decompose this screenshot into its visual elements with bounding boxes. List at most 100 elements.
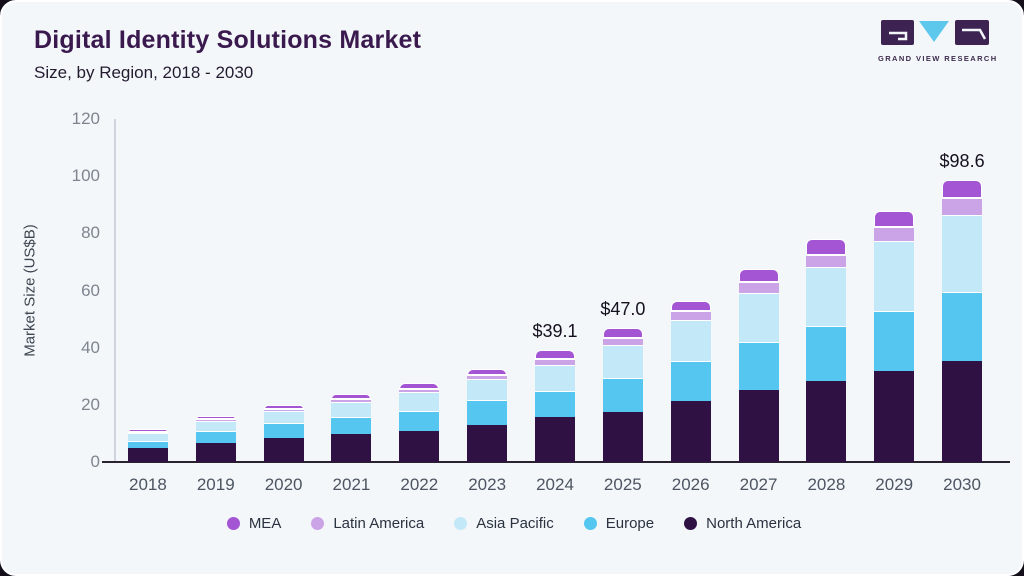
bar-2024[interactable] xyxy=(535,350,575,462)
bar-segment-mea-2019[interactable] xyxy=(195,416,236,420)
bar-segment-north-america-2019[interactable] xyxy=(195,443,236,462)
bar-segment-latin-america-2018[interactable] xyxy=(127,431,168,434)
bar-segment-latin-america-2026[interactable] xyxy=(670,310,711,320)
y-tick-label-40: 40 xyxy=(81,337,100,357)
bar-segment-mea-2020[interactable] xyxy=(263,404,304,409)
bar-segment-asia-pacific-2018[interactable] xyxy=(127,433,168,441)
legend-swatch-asia-pacific xyxy=(454,517,468,530)
bar-segment-latin-america-2030[interactable] xyxy=(942,198,983,216)
bar-2018[interactable] xyxy=(127,429,168,462)
bar-segment-asia-pacific-2029[interactable] xyxy=(874,241,915,311)
bar-segment-latin-america-2020[interactable] xyxy=(263,408,304,412)
bar-segment-north-america-2018[interactable] xyxy=(127,447,168,462)
x-tick-label-2024: 2024 xyxy=(536,475,574,494)
bar-segment-mea-2024[interactable] xyxy=(535,350,575,360)
bar-2023[interactable] xyxy=(467,368,508,462)
bar-segment-north-america-2027[interactable] xyxy=(738,389,779,462)
x-tick-label-2019: 2019 xyxy=(196,475,235,494)
bar-segment-europe-2028[interactable] xyxy=(806,326,847,381)
bar-2026[interactable] xyxy=(670,300,711,462)
bar-segment-north-america-2029[interactable] xyxy=(874,371,915,462)
bar-segment-europe-2024[interactable] xyxy=(535,391,575,417)
bar-segment-europe-2025[interactable] xyxy=(602,378,643,412)
bar-segment-north-america-2020[interactable] xyxy=(263,438,304,462)
value-label-2024: $39.1 xyxy=(532,321,578,342)
bar-segment-latin-america-2022[interactable] xyxy=(399,388,440,392)
bar-segment-north-america-2026[interactable] xyxy=(670,400,711,462)
value-label-2025: $47.0 xyxy=(600,298,646,319)
bar-2027[interactable] xyxy=(738,268,779,462)
bar-segment-north-america-2030[interactable] xyxy=(942,361,983,462)
legend-label-latin-america: Latin America xyxy=(333,515,425,532)
bar-segment-asia-pacific-2023[interactable] xyxy=(467,379,508,400)
bar-2022[interactable] xyxy=(399,383,440,462)
gvr-logo-caption: GRAND VIEW RESEARCH xyxy=(878,54,998,63)
x-axis-line xyxy=(102,461,1010,463)
bar-segment-north-america-2022[interactable] xyxy=(399,430,440,462)
bar-segment-north-america-2025[interactable] xyxy=(602,411,643,462)
bar-segment-latin-america-2025[interactable] xyxy=(602,337,643,346)
x-tick-label-2018: 2018 xyxy=(129,475,167,494)
bar-segment-europe-2026[interactable] xyxy=(670,360,711,401)
bar-segment-asia-pacific-2025[interactable] xyxy=(602,345,643,379)
bar-segment-mea-2018[interactable] xyxy=(127,429,168,432)
bar-2030[interactable] xyxy=(942,180,983,462)
bar-segment-asia-pacific-2030[interactable] xyxy=(942,215,983,293)
page-subtitle: Size, by Region, 2018 - 2030 xyxy=(34,63,254,82)
y-tick-label-120: 120 xyxy=(71,109,100,128)
bar-segment-mea-2026[interactable] xyxy=(670,300,711,311)
bar-segment-latin-america-2027[interactable] xyxy=(738,281,779,294)
bar-2028[interactable] xyxy=(806,239,847,462)
bar-segment-europe-2023[interactable] xyxy=(467,399,508,425)
legend-swatch-mea xyxy=(226,517,240,530)
y-tick-label-0: 0 xyxy=(90,452,100,471)
bar-segment-north-america-2023[interactable] xyxy=(467,424,508,462)
bar-segment-asia-pacific-2020[interactable] xyxy=(263,411,304,424)
bar-segment-mea-2030[interactable] xyxy=(942,180,983,199)
gvr-logo: GRAND VIEW RESEARCH xyxy=(878,20,998,63)
bar-segment-europe-2021[interactable] xyxy=(331,417,372,435)
y-tick-label-80: 80 xyxy=(81,223,100,243)
bar-segment-europe-2030[interactable] xyxy=(942,292,983,362)
bar-segment-europe-2020[interactable] xyxy=(263,423,304,439)
bar-segment-north-america-2028[interactable] xyxy=(806,380,847,462)
bar-segment-mea-2027[interactable] xyxy=(738,268,779,282)
bar-segment-asia-pacific-2022[interactable] xyxy=(399,391,440,411)
bar-segment-europe-2022[interactable] xyxy=(399,410,440,431)
bar-segment-asia-pacific-2028[interactable] xyxy=(806,267,847,327)
bar-segment-latin-america-2023[interactable] xyxy=(467,374,508,380)
bar-segment-europe-2018[interactable] xyxy=(127,440,168,448)
bar-2019[interactable] xyxy=(195,416,236,462)
bar-segment-europe-2029[interactable] xyxy=(874,310,915,372)
bar-segment-asia-pacific-2021[interactable] xyxy=(331,401,372,418)
bar-2029[interactable] xyxy=(874,210,915,462)
x-tick-label-2020: 2020 xyxy=(264,475,303,494)
bar-segment-latin-america-2024[interactable] xyxy=(535,359,575,365)
bar-segment-latin-america-2021[interactable] xyxy=(331,398,372,402)
bar-segment-asia-pacific-2027[interactable] xyxy=(738,293,779,343)
bar-segment-mea-2025[interactable] xyxy=(602,327,643,338)
bar-segment-europe-2019[interactable] xyxy=(195,431,236,444)
bar-2020[interactable] xyxy=(263,404,304,462)
legend-item-north-america[interactable]: North America xyxy=(684,515,801,532)
bar-segment-asia-pacific-2026[interactable] xyxy=(670,319,711,361)
legend-item-europe[interactable]: Europe xyxy=(583,515,654,532)
x-tick-label-2025: 2025 xyxy=(603,475,642,494)
bar-segment-mea-2028[interactable] xyxy=(806,239,847,255)
bar-segment-europe-2027[interactable] xyxy=(738,342,779,390)
bar-segment-north-america-2021[interactable] xyxy=(331,434,372,462)
bar-2025[interactable] xyxy=(602,327,643,462)
bar-segment-asia-pacific-2019[interactable] xyxy=(195,421,236,432)
legend-item-mea[interactable]: MEA xyxy=(226,515,281,532)
bar-2021[interactable] xyxy=(331,393,372,462)
legend-item-asia-pacific[interactable]: Asia Pacific xyxy=(454,515,554,532)
bar-segment-mea-2029[interactable] xyxy=(874,210,915,228)
bar-segment-latin-america-2028[interactable] xyxy=(806,254,847,268)
bar-segment-north-america-2024[interactable] xyxy=(535,416,575,462)
bar-segment-asia-pacific-2024[interactable] xyxy=(535,364,575,392)
x-tick-label-2030: 2030 xyxy=(943,475,981,494)
bar-segment-latin-america-2029[interactable] xyxy=(874,227,915,242)
legend-item-latin-america[interactable]: Latin America xyxy=(311,515,424,532)
bar-segment-latin-america-2019[interactable] xyxy=(195,419,236,422)
